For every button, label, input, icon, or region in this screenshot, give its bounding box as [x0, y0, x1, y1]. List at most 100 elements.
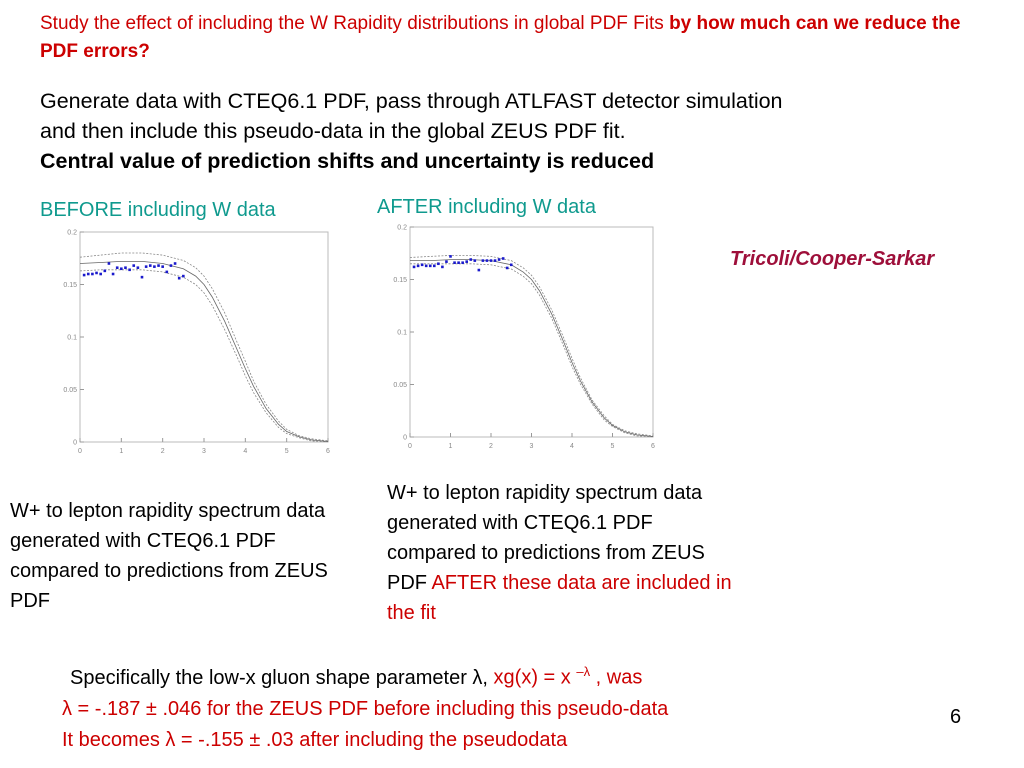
x-tick-label: 2 — [489, 443, 493, 450]
data-point — [449, 255, 452, 258]
x-tick-label: 4 — [243, 448, 247, 455]
data-point — [412, 265, 416, 269]
before-label: BEFORE including W data — [40, 199, 276, 221]
x-tick-label: 0 — [408, 443, 412, 450]
data-point — [99, 272, 102, 276]
data-point — [148, 264, 152, 267]
data-point — [445, 260, 448, 263]
summary-line-1: Specifically the low-x gluon shape param… — [62, 656, 962, 694]
x-tick-label: 1 — [119, 448, 123, 455]
data-point — [124, 266, 127, 269]
data-point — [169, 264, 173, 267]
y-tick-label: 0.1 — [397, 330, 407, 337]
data-point — [95, 271, 98, 275]
data-point — [481, 259, 485, 262]
central-curve — [410, 259, 654, 437]
data-point — [428, 264, 432, 268]
data-point — [437, 262, 440, 266]
y-tick-label: 0 — [403, 435, 407, 442]
data-point — [453, 261, 456, 264]
x-tick-label: 5 — [611, 443, 615, 450]
data-point — [441, 265, 444, 269]
y-tick-label: 0.1 — [67, 335, 77, 342]
intro-text: Generate data with CTEQ6.1 PDF, pass thr… — [40, 86, 1000, 176]
author-credit: Tricoli/Cooper-Sarkar — [730, 248, 935, 270]
summary-line-1-end: , was — [590, 666, 643, 689]
central-curve — [79, 261, 329, 442]
y-tick-label: 0 — [73, 440, 77, 447]
data-point — [136, 266, 140, 269]
plot-frame — [79, 231, 329, 443]
intro-line-2: and then include this pseudo-data in the… — [40, 119, 626, 143]
caption-before: W+ to lepton rapidity spectrum data gene… — [10, 500, 328, 612]
data-point — [128, 268, 131, 272]
x-tick-label: 6 — [326, 448, 330, 455]
x-tick-label: 4 — [570, 443, 574, 450]
y-tick-label: 0.2 — [67, 230, 77, 237]
x-tick-label: 3 — [530, 443, 534, 450]
data-point — [505, 266, 509, 270]
x-tick-label: 0 — [78, 448, 82, 455]
data-point — [82, 273, 86, 277]
plot-frame — [409, 226, 654, 438]
data-point — [86, 272, 90, 276]
data-point — [111, 272, 115, 276]
data-point — [177, 276, 181, 280]
intro-line-3: Central value of prediction shifts and u… — [40, 149, 655, 173]
data-point — [120, 267, 123, 271]
caption-after-highlight: AFTER these data are included in the fit — [387, 572, 732, 624]
data-point — [144, 265, 148, 268]
data-point — [457, 261, 460, 264]
data-point — [509, 263, 513, 267]
data-point — [493, 259, 497, 262]
caption-after: W+ to lepton rapidity spectrum data gene… — [387, 478, 747, 628]
y-tick-label: 0.05 — [393, 382, 407, 389]
data-point — [501, 257, 505, 260]
data-point — [489, 259, 493, 262]
data-point — [103, 269, 107, 273]
page-number: 6 — [950, 706, 962, 728]
gluon-exponent: –λ — [576, 664, 591, 679]
data-point — [420, 263, 424, 267]
chart-after: 0 1 2 3 4 5 6 0 0.05 0.1 0.15 0.2 — [393, 225, 655, 451]
lower-error-curve — [410, 263, 654, 438]
data-point — [161, 265, 164, 268]
data-point — [173, 262, 177, 265]
x-tick-label: 2 — [161, 448, 165, 455]
summary-line-1-text: Specifically the low-x gluon shape param… — [70, 666, 494, 689]
heading-question: by how much can we reduce the PDF errors… — [40, 13, 961, 62]
upper-error-curve — [79, 252, 329, 442]
data-point — [465, 260, 468, 263]
data-point — [115, 266, 119, 269]
data-point — [416, 264, 420, 268]
data-point — [461, 261, 464, 264]
caption-after-text: W+ to lepton rapidity spectrum data gene… — [387, 482, 705, 594]
summary-line-3: It becomes λ = -.155 ± .03 after includi… — [62, 728, 568, 751]
slide-heading: Study the effect of including the W Rapi… — [40, 10, 1000, 66]
heading-text: Study the effect of including the W Rapi… — [40, 13, 670, 34]
x-tick-label: 5 — [285, 448, 289, 455]
chart-before: 0 1 2 3 4 5 6 0 0.05 0.1 0.15 0.2 — [63, 230, 330, 456]
y-tick-label: 0.05 — [63, 387, 77, 394]
x-tick-label: 3 — [202, 448, 206, 455]
intro-line-1: Generate data with CTEQ6.1 PDF, pass thr… — [40, 89, 783, 113]
data-point — [497, 258, 501, 261]
data-point — [140, 275, 144, 279]
lambda-summary: Specifically the low-x gluon shape param… — [62, 656, 962, 756]
x-tick-label: 1 — [449, 443, 453, 450]
data-point — [485, 259, 489, 262]
summary-line-2: λ = -.187 ± .046 for the ZEUS PDF before… — [62, 697, 669, 720]
after-label: AFTER including W data — [377, 196, 596, 218]
y-tick-label: 0.15 — [63, 282, 77, 289]
data-point — [469, 258, 473, 261]
data-point — [107, 262, 111, 265]
data-point — [424, 264, 428, 268]
data-point — [165, 270, 169, 274]
data-point — [477, 268, 481, 272]
y-tick-label: 0.2 — [397, 225, 407, 232]
y-tick-label: 0.15 — [393, 277, 407, 284]
x-tick-label: 6 — [651, 443, 655, 450]
data-point — [433, 264, 436, 268]
data-point — [153, 265, 156, 268]
data-point — [473, 259, 477, 262]
